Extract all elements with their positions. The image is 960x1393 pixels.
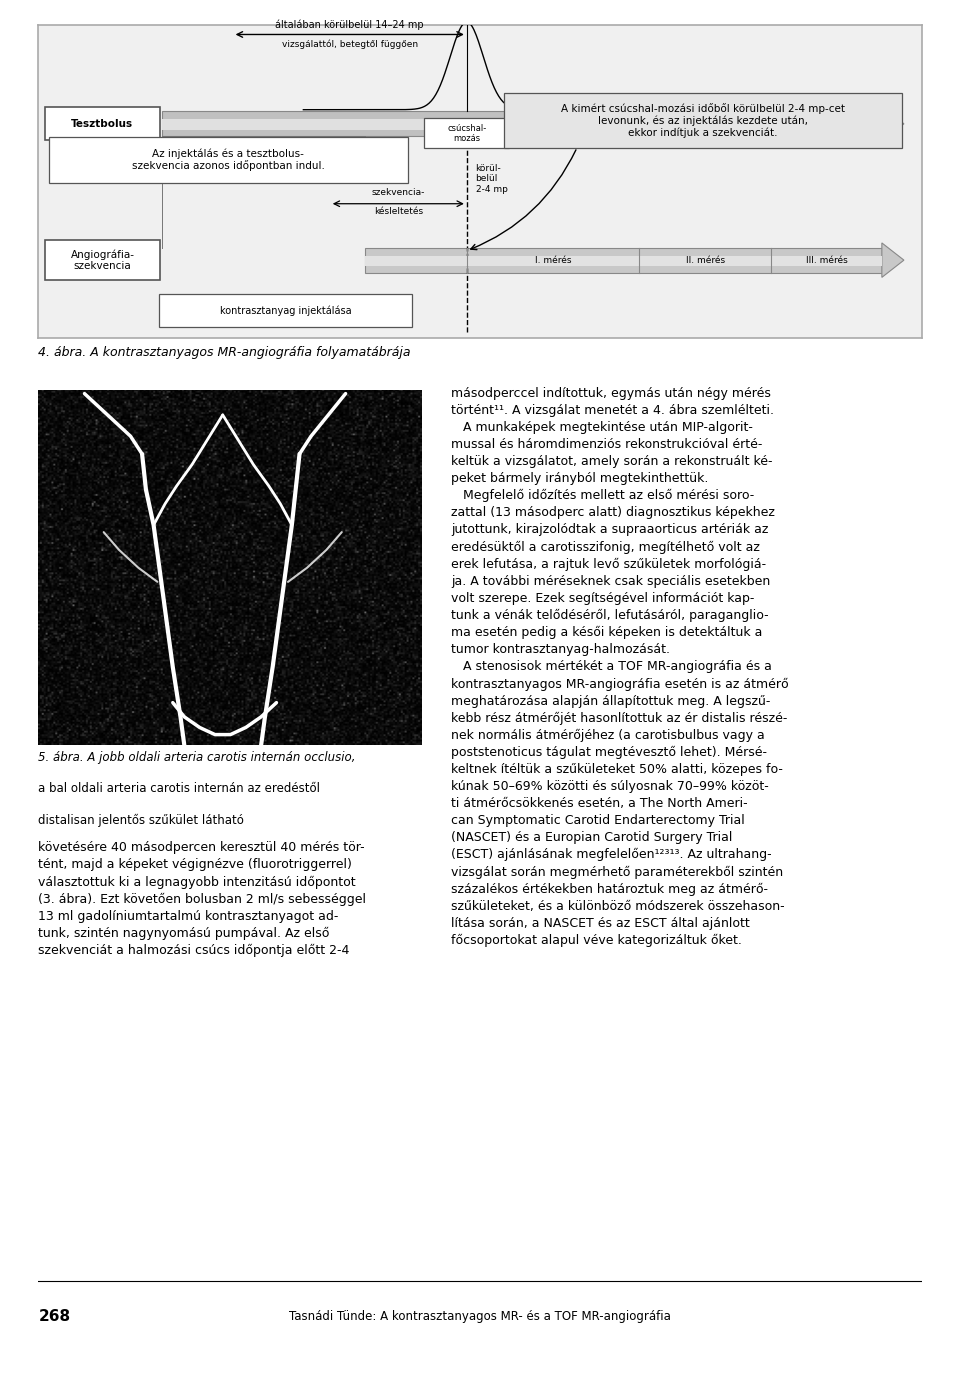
Polygon shape (882, 106, 904, 141)
FancyBboxPatch shape (44, 107, 160, 141)
Text: III. mérés: III. mérés (805, 256, 848, 265)
FancyBboxPatch shape (162, 118, 882, 130)
Text: A kimért csúcshal-mozási időből körülbelül 2-4 mp-cet
levonunk, és az injektálás: A kimért csúcshal-mozási időből körülbel… (561, 103, 845, 138)
FancyBboxPatch shape (365, 256, 882, 266)
Text: Tasnádi Tünde: A kontrasztanyagos MR- és a TOF MR-angiográfia: Tasnádi Tünde: A kontrasztanyagos MR- és… (289, 1311, 671, 1323)
FancyBboxPatch shape (424, 118, 509, 148)
Text: Az injektálás és a tesztbolus-
szekvencia azonos időpontban indul.: Az injektálás és a tesztbolus- szekvenci… (132, 148, 324, 171)
Text: követésére 40 másodpercen keresztül 40 mérés tör-
tént, majd a képeket végignézv: követésére 40 másodpercen keresztül 40 m… (38, 841, 367, 957)
FancyBboxPatch shape (159, 294, 412, 327)
Text: szekvencia-: szekvencia- (372, 188, 425, 198)
FancyBboxPatch shape (504, 93, 902, 148)
FancyBboxPatch shape (365, 248, 882, 273)
Text: 268: 268 (38, 1309, 70, 1325)
Text: kontrasztanyag injektálása: kontrasztanyag injektálása (220, 305, 351, 316)
FancyBboxPatch shape (49, 137, 408, 182)
Text: 4. ábra. A kontrasztanyagos MR-angiográfia folyamatábrája: 4. ábra. A kontrasztanyagos MR-angiográf… (38, 345, 411, 359)
Text: I. mérés: I. mérés (535, 256, 571, 265)
Text: 5. ábra. A jobb oldali arteria carotis internán occlusio,: 5. ábra. A jobb oldali arteria carotis i… (38, 751, 356, 765)
Text: körül-
belül
2-4 mp: körül- belül 2-4 mp (475, 164, 508, 194)
FancyBboxPatch shape (44, 241, 160, 280)
Text: Angiográfia-
szekvencia: Angiográfia- szekvencia (70, 249, 134, 272)
Text: általában körülbelül 14–24 mp: általában körülbelül 14–24 mp (276, 20, 424, 29)
Text: késleltetés: késleltetés (373, 206, 422, 216)
FancyBboxPatch shape (162, 111, 882, 137)
Text: a bal oldali arteria carotis internán az eredéstől: a bal oldali arteria carotis internán az… (38, 783, 321, 795)
Text: Tesztbolus: Tesztbolus (71, 118, 133, 128)
Text: csúcshal-
mozás: csúcshal- mozás (447, 124, 487, 143)
Text: vizsgálattól, betegtől függően: vizsgálattól, betegtől függően (281, 39, 418, 49)
Text: distalisan jelentős szűkület látható: distalisan jelentős szűkület látható (38, 814, 244, 826)
Text: II. mérés: II. mérés (685, 256, 725, 265)
Polygon shape (882, 242, 904, 277)
Text: másodperccel indítottuk, egymás után négy mérés
történt¹¹. A vizsgálat menetét a: másodperccel indítottuk, egymás után nég… (451, 387, 789, 947)
